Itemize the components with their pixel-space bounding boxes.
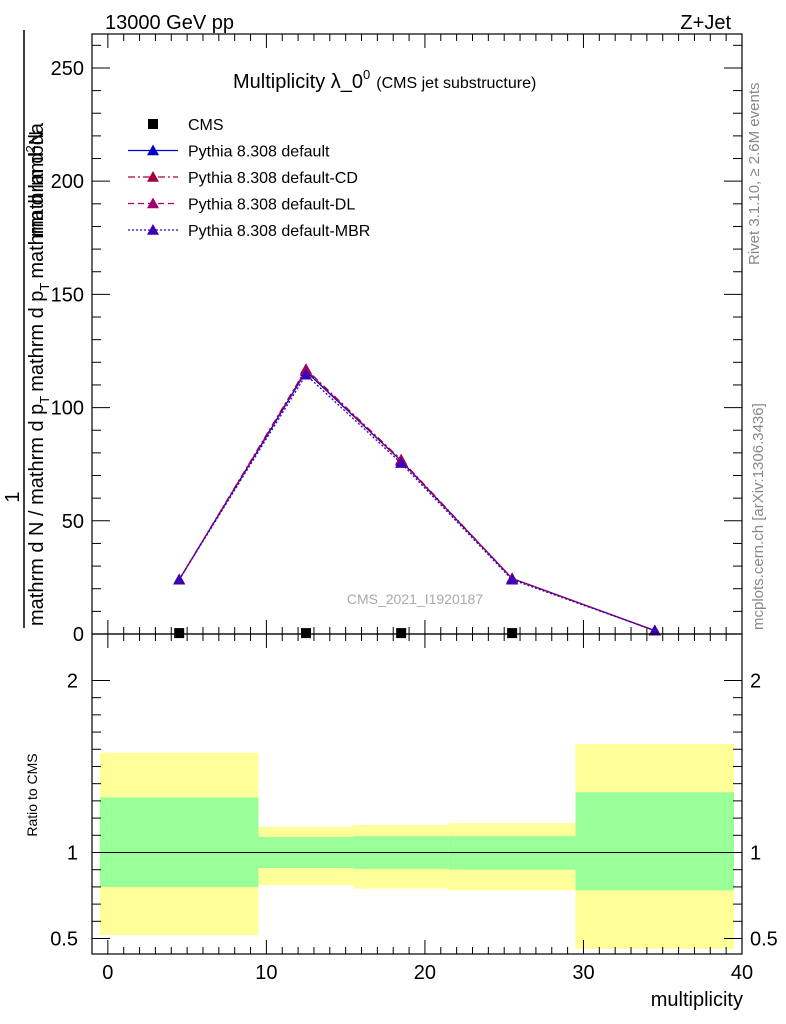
- legend-marker-3: [147, 197, 159, 209]
- y-label-denominator-text: mathrm d N / mathrm d p: [26, 404, 48, 626]
- main-y-tick-label: 50: [62, 511, 84, 533]
- y-label-rest-sub: T: [37, 283, 52, 291]
- ratio-inner-band-4: [575, 792, 735, 891]
- x-tick-label: 40: [731, 962, 753, 984]
- rivet-version-label: Rivet 3.1.10, ≥ 2.6M events: [746, 83, 763, 266]
- ratio-y-tick-label-right: 0.5: [750, 929, 778, 951]
- main-y-tick-label: 0: [73, 624, 84, 646]
- legend: CMS Pythia 8.308 default Pythia 8.308 defa…: [128, 117, 370, 240]
- ratio-y-tick-label: 2: [67, 670, 78, 692]
- cms-data-point: [301, 628, 312, 639]
- chart-title-sup: 0: [363, 67, 370, 82]
- x-tick-label: 10: [255, 962, 277, 984]
- y-label-denominator-sub: T: [37, 396, 52, 404]
- y-label-rest: mathrm d p: [26, 291, 48, 392]
- cms-data-point: [507, 628, 518, 639]
- legend-marker-2: [147, 171, 159, 182]
- series-line-4: [178, 373, 656, 632]
- y-label-rest2: mathrm d lambda: [26, 122, 48, 278]
- legend-label-1: Pythia 8.308 default: [188, 144, 330, 161]
- legend-label-3: Pythia 8.308 default-DL: [188, 197, 355, 214]
- chart-title-sub: (CMS jet substructure): [376, 75, 536, 92]
- x-tick-label: 20: [414, 962, 436, 984]
- series-marker-4: [173, 573, 186, 585]
- y-label-top-text: mathrm d: [26, 153, 48, 237]
- series-marker-4: [648, 624, 661, 636]
- main-panel: 0 50 100 150 200 250: [51, 33, 743, 646]
- series-marker-4: [300, 368, 313, 380]
- legend-marker-1: [147, 144, 159, 156]
- mcplots-label: mcplots.cern.ch [arXiv:1306.3436]: [750, 403, 767, 630]
- series-marker-4: [506, 573, 519, 585]
- series-line-3: [178, 369, 656, 632]
- x-axis-label: multiplicity: [651, 989, 743, 1011]
- legend-label-4: Pythia 8.308 default-MBR: [188, 223, 370, 240]
- chart-title-main: Multiplicity λ_0: [233, 71, 363, 93]
- ratio-frame: [91, 633, 743, 955]
- y-label-denominator: mathrm d N / mathrm d pTmathrm d pTmathr…: [26, 122, 52, 626]
- legend-marker-4: [147, 224, 159, 235]
- cms-data-point: [396, 628, 407, 639]
- y-label-numerator: 1: [2, 491, 24, 502]
- main-y-tick-label: 200: [51, 171, 84, 193]
- header-process-label: Z+Jet: [680, 12, 731, 34]
- analysis-watermark: CMS_2021_I1920187: [347, 591, 483, 607]
- main-y-tick-label: 150: [51, 284, 84, 306]
- ratio-panel: 0 10 20 30 40 0.5 0.5 1 1 2 2: [50, 633, 778, 984]
- y-label-top-sup: 2: [23, 145, 38, 152]
- x-tick-label: 0: [102, 962, 113, 984]
- ratio-y-tick-label: 0.5: [50, 929, 78, 951]
- ratio-y-tick-label-right: 1: [750, 842, 761, 864]
- x-tick-label: 30: [572, 962, 594, 984]
- main-y-axis-label: 1 mathrm d N / mathrm d pTmathrm d pTmat…: [2, 30, 52, 628]
- ratio-y-tick-label-right: 2: [750, 670, 761, 692]
- main-y-tick-label: 100: [51, 398, 84, 420]
- main-y-tick-label: 250: [51, 58, 84, 80]
- header-energy-label: 13000 GeV pp: [105, 12, 234, 34]
- legend-label-2: Pythia 8.308 default-CD: [188, 170, 358, 187]
- cms-data-point: [174, 628, 185, 639]
- ratio-inner-band-0: [99, 797, 259, 887]
- legend-label-0: CMS: [188, 117, 224, 134]
- legend-marker-cms: [148, 119, 158, 129]
- series-marker-4: [395, 457, 408, 468]
- ratio-y-axis-label: Ratio to CMS: [24, 753, 40, 836]
- y-label-numerator-top: mathrm d2N: [23, 131, 48, 237]
- chart-title: Multiplicity λ_00 (CMS jet substructure): [233, 67, 536, 93]
- y-label-top2: N: [26, 131, 48, 145]
- ratio-y-tick-label: 1: [67, 842, 78, 864]
